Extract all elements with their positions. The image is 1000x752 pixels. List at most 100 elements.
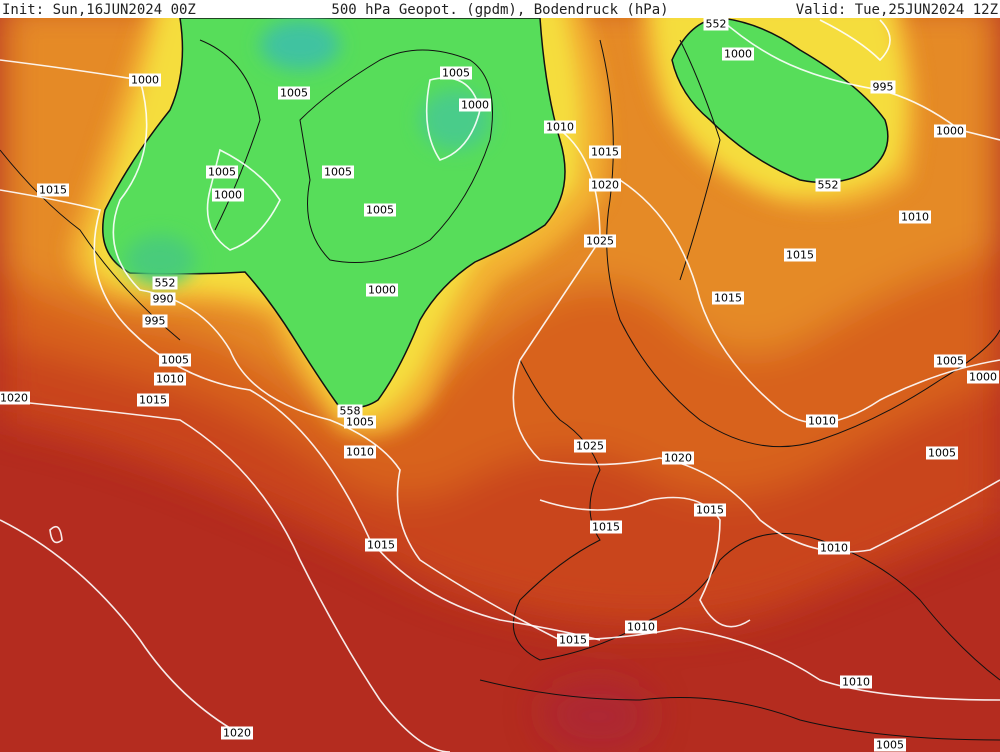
contour-value: 1000 — [214, 189, 242, 202]
label-box — [934, 354, 966, 368]
label-box — [625, 620, 657, 634]
label-box — [870, 80, 896, 94]
contour-label: 1015 — [365, 538, 397, 552]
label-box — [206, 165, 238, 179]
contour-value: 1015 — [139, 394, 167, 407]
valid-time: Valid: Tue,25JUN2024 12Z — [796, 2, 998, 18]
contour-label: 1005 — [344, 415, 376, 429]
contour-label: 1005 — [322, 165, 354, 179]
contour-value: 1000 — [969, 371, 997, 384]
contour-label: 552 — [815, 178, 841, 192]
label-box — [712, 291, 744, 305]
contour-label: 1015 — [589, 145, 621, 159]
contour-value: 552 — [706, 18, 727, 31]
label-box — [278, 86, 310, 100]
label-box — [967, 370, 999, 384]
contour-label: 1015 — [37, 183, 69, 197]
contour-value: 552 — [818, 179, 839, 192]
label-box — [584, 234, 616, 248]
init-time: Init: Sun,16JUN2024 00Z — [2, 2, 196, 18]
contour-label: 995 — [870, 80, 896, 94]
contour-label: 1020 — [0, 391, 30, 405]
contour-label: 1015 — [712, 291, 744, 305]
label-box — [159, 353, 191, 367]
contour-value: 552 — [155, 277, 176, 290]
label-box — [806, 414, 838, 428]
contour-value: 1010 — [156, 373, 184, 386]
contour-label: 552 — [152, 276, 178, 290]
contour-label: 1000 — [934, 124, 966, 138]
contour-label: 558 — [337, 404, 363, 418]
contour-value: 1010 — [346, 446, 374, 459]
contour-value: 1015 — [367, 539, 395, 552]
contour-value: 1020 — [664, 452, 692, 465]
contour-value: 558 — [340, 405, 361, 418]
contour-value: 1015 — [696, 504, 724, 517]
contour-label: 1005 — [159, 353, 191, 367]
label-box — [694, 503, 726, 517]
label-box — [0, 391, 30, 405]
label-box — [137, 393, 169, 407]
label-box — [365, 538, 397, 552]
contour-value: 1000 — [461, 99, 489, 112]
contour-label: 1015 — [590, 520, 622, 534]
contour-value: 1005 — [324, 166, 352, 179]
contour-value: 990 — [153, 293, 174, 306]
contour-value: 1010 — [627, 621, 655, 634]
contour-value: 1000 — [936, 125, 964, 138]
label-box — [150, 292, 176, 306]
contour-label: 1020 — [221, 726, 253, 740]
contour-label: 1025 — [584, 234, 616, 248]
contour-label: 1005 — [364, 203, 396, 217]
label-box — [589, 178, 621, 192]
contour-label: 1015 — [694, 503, 726, 517]
label-box — [440, 66, 472, 80]
label-box — [899, 210, 931, 224]
label-box — [212, 188, 244, 202]
contour-label: 1025 — [574, 439, 606, 453]
contour-label: 990 — [150, 292, 176, 306]
contour-label: 1015 — [557, 633, 589, 647]
label-box — [818, 541, 850, 555]
label-box — [722, 47, 754, 61]
label-box — [784, 248, 816, 262]
coastlines — [0, 39, 1000, 741]
contour-value: 1015 — [714, 292, 742, 305]
contour-value: 1005 — [346, 416, 374, 429]
contour-label: 1010 — [899, 210, 931, 224]
contour-value: 1010 — [820, 542, 848, 555]
label-box — [322, 165, 354, 179]
contour-value: 1015 — [786, 249, 814, 262]
contour-value: 1005 — [928, 447, 956, 460]
label-box — [557, 633, 589, 647]
contour-label: 1020 — [589, 178, 621, 192]
contour-label: 1010 — [544, 120, 576, 134]
contour-value: 1025 — [576, 440, 604, 453]
label-box — [544, 120, 576, 134]
contour-label: 1000 — [212, 188, 244, 202]
label-box — [152, 276, 178, 290]
contour-value: 1020 — [591, 179, 619, 192]
label-box — [874, 738, 906, 752]
contour-value: 1015 — [592, 521, 620, 534]
contour-value: 1010 — [808, 415, 836, 428]
label-box — [590, 520, 622, 534]
contour-value: 1005 — [208, 166, 236, 179]
contour-label: 1000 — [967, 370, 999, 384]
header-bar — [0, 0, 1000, 18]
contour-value: 995 — [873, 81, 894, 94]
label-box — [459, 98, 491, 112]
contour-value: 1020 — [0, 392, 28, 405]
contour-label: 1005 — [934, 354, 966, 368]
contour-value: 1015 — [559, 634, 587, 647]
label-box — [142, 314, 168, 328]
label-box — [574, 439, 606, 453]
contour-label: 1005 — [440, 66, 472, 80]
contour-label: 1010 — [344, 445, 376, 459]
label-box — [154, 372, 186, 386]
contour-label: 1000 — [459, 98, 491, 112]
contour-label: 1010 — [154, 372, 186, 386]
contour-value: 1015 — [39, 184, 67, 197]
